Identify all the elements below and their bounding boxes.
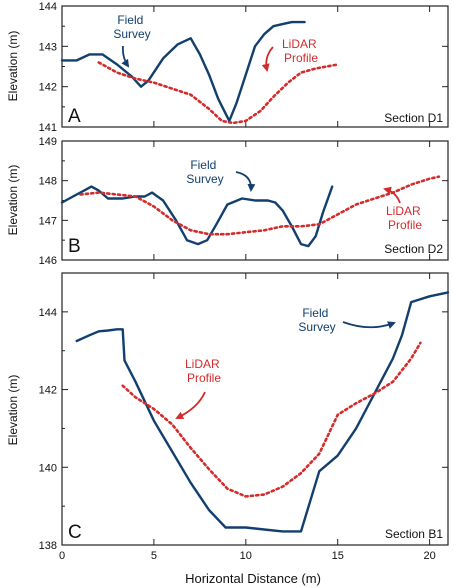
panel-c-y-axis-label: Elevation (m) (6, 375, 20, 446)
panel-b-series (60, 175, 441, 248)
panel-c-lidar-arrow (175, 391, 206, 420)
panel-a-field-survey-line (60, 20, 306, 123)
panel-a-y-tick-label: 142 (39, 82, 57, 94)
panel-b-lidar-arrow (383, 186, 401, 204)
panel-a-lidar-arrow (261, 46, 274, 72)
panel-c-frame (61, 272, 449, 546)
panel-a-field-survey-label: Field Survey (113, 13, 150, 41)
panel-c-y-tick-label: 138 (39, 540, 57, 552)
panel-b-y-axis-label: Elevation (m) (6, 165, 20, 236)
panel-a-lidar-profile-line (97, 61, 339, 125)
panel-b-letter: B (68, 236, 81, 257)
panel-a-field-survey-arrow (121, 45, 130, 68)
panel-c-lidar-annotation: LiDAR Profile (175, 357, 223, 420)
x-tick-label: 10 (240, 550, 252, 562)
panel-c-field-survey-annotation: Field Survey (298, 306, 396, 334)
panel-b-lidar-profile-line (79, 175, 441, 236)
x-axis-label: Horizontal Distance (m) (185, 571, 321, 586)
panel-a-y-axis-label: Elevation (m) (6, 31, 20, 102)
x-tick-label: 5 (151, 550, 157, 562)
panel-c-lidar-label: LiDAR Profile (185, 357, 223, 385)
panel-b-field-survey-line (60, 185, 334, 248)
x-tick-label: 15 (332, 550, 344, 562)
panel-b-y-tick-label: 148 (39, 176, 57, 188)
panel-a-lidar-label: LiDAR Profile (282, 37, 320, 65)
panel-a-lidar-annotation: LiDAR Profile (261, 37, 320, 72)
panel-c-y-tick-label: 142 (39, 385, 57, 397)
panel-c-y-tick-label: 144 (39, 307, 57, 319)
panel-b-y-ticks: 146 147 148 149 (39, 136, 448, 267)
panel-b-y-tick-label: 149 (39, 136, 57, 148)
panel-c: 138 140 142 144 0 5 10 15 20 C Section B1 Elevat… (6, 272, 450, 586)
panel-b-section-label: Section D2 (384, 242, 443, 256)
x-tick-label: 0 (59, 550, 65, 562)
panel-b-lidar-annotation: LiDAR Profile (383, 186, 424, 232)
panel-a-field-survey-annotation: Field Survey (113, 13, 151, 68)
panel-c-letter: C (68, 522, 82, 543)
panel-b-field-survey-label: Field Survey (186, 158, 223, 186)
panel-b-field-survey-annotation: Field Survey (186, 158, 256, 192)
panel-c-field-survey-arrow (342, 321, 396, 329)
panel-a-y-ticks: 141 142 143 144 (39, 1, 448, 134)
panel-a-y-tick-label: 141 (39, 122, 57, 134)
panel-b-y-tick-label: 146 (39, 255, 57, 267)
panel-c-series (75, 291, 450, 533)
panel-b-y-tick-label: 147 (39, 215, 57, 227)
panel-c-lidar-profile-line (121, 341, 422, 498)
panel-a-y-tick-label: 144 (39, 1, 57, 13)
panel-b-lidar-label: LiDAR Profile (386, 204, 424, 232)
panel-c-section-label: Section B1 (385, 527, 443, 541)
panel-b-field-survey-arrow (235, 171, 256, 192)
panel-a-series (60, 20, 339, 125)
panel-c-y-tick-label: 140 (39, 462, 57, 474)
panel-c-field-survey-line (75, 291, 450, 533)
panel-a-letter: A (68, 106, 81, 127)
panel-a-y-tick-label: 143 (39, 41, 57, 53)
panel-a-section-label: Section D1 (384, 111, 443, 125)
x-tick-label: 20 (423, 550, 435, 562)
panel-c-field-survey-label: Field Survey (298, 306, 335, 334)
panel-c-ticks: 138 140 142 144 0 5 10 15 20 (39, 273, 448, 562)
